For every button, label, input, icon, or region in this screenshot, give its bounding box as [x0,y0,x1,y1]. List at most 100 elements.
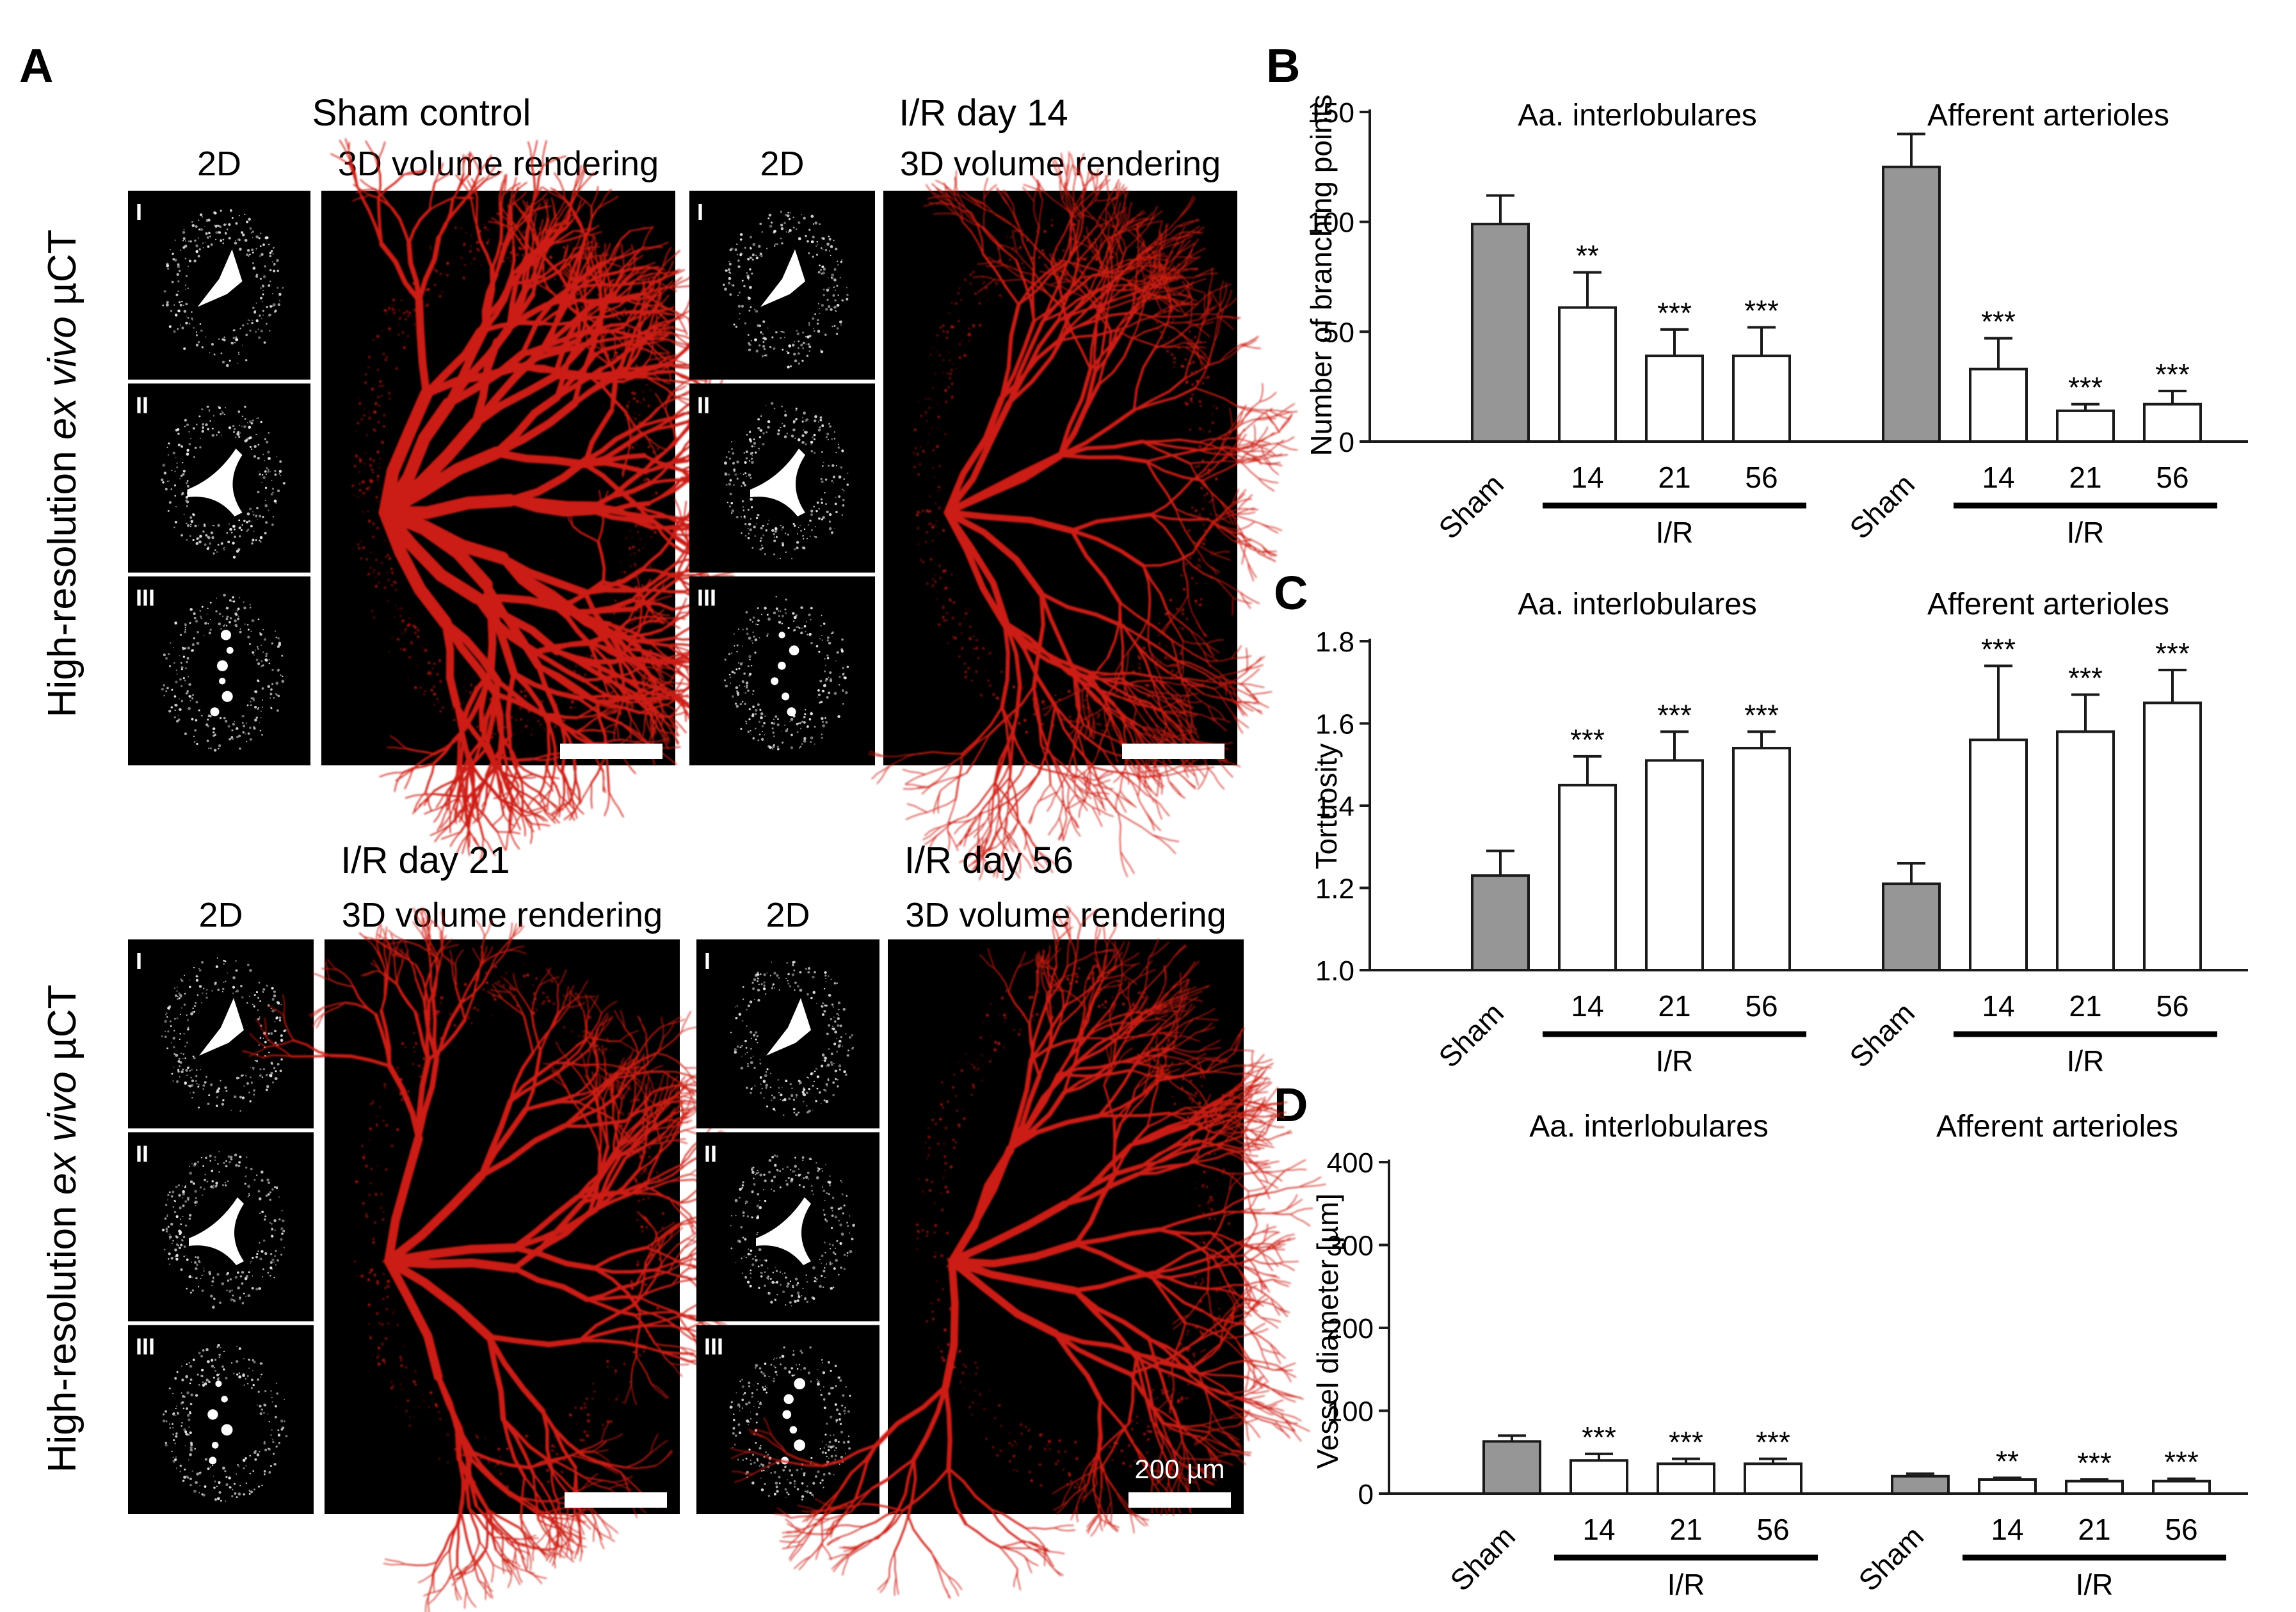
volume-rendering-image [888,939,1244,1514]
bar-ir-day-21 [2056,409,2115,443]
imaging-panel: High-resolution ex vivo µCTHigh-resoluti… [40,92,1326,1612]
slice-label-II: II [136,1140,149,1167]
scale-bar [565,1492,667,1508]
y-tick-label: 300 [1327,1231,1374,1262]
y-axis-label: Vessel diameter [µm] [1311,1193,1344,1469]
chart-tortuosity: 1.0 1.2 1.4 1.6 1.8 Tortuosity Aa. interlobula… [1310,587,2248,1078]
significance-marker: *** [1570,723,1605,756]
column-header-3d: 3D volume rendering [338,145,659,183]
x-tick-label: 14 [1571,989,1603,1023]
group-title: Aa. interlobulares [1529,1110,1769,1144]
x-tick-label-sham: Sham [1432,467,1510,545]
x-tick-label: 21 [1658,989,1690,1023]
bar-ir-day-56 [1744,1462,1802,1495]
bar-ir-day-56 [1732,355,1791,443]
ir-bracket-label: I/R [2076,1568,2114,1601]
significance-marker: *** [1981,633,2016,666]
scale-bar [1122,744,1224,759]
slice-label-I: I [136,948,142,974]
axis-label-part: High-resolution [40,440,84,717]
bar-ir-day-14 [1978,1478,2037,1496]
significance-marker: *** [2068,371,2103,404]
bar-ir-day-14 [1569,1459,1628,1495]
x-tick-label: 14 [1582,1513,1615,1546]
x-tick-label: 14 [1571,461,1603,494]
vessel-tree [241,907,746,1612]
group-title: Aa. interlobulares [1518,99,1757,132]
significance-marker: ** [1996,1444,2019,1478]
vessel-tree [330,138,751,861]
panel-letter-d: D [1274,1078,1308,1131]
axis-label-part: ex vivo [40,1071,84,1195]
y-tick-label: 200 [1327,1313,1374,1345]
ct-slice-image [689,576,875,765]
significance-marker: ** [1576,239,1599,273]
significance-marker: *** [1756,1426,1790,1459]
x-tick-label: 21 [1669,1513,1702,1546]
slice-label-III: III [136,585,155,611]
y-tick-label: 1.0 [1315,955,1354,987]
significance-marker: *** [1669,1426,1703,1459]
column-header-2d: 2D [760,145,804,183]
ct-slice-image [696,1325,879,1514]
slice-label-III: III [704,1334,723,1360]
slice-label-II: II [704,1140,717,1167]
column-header-2d: 2D [198,896,243,934]
column-header-2d: 2D [197,145,241,183]
x-tick-label: 56 [2156,461,2188,494]
chart-vessel-diameter: 0 100 200 300 400 Vessel diameter [µm] Aa. int… [1311,1110,2248,1601]
x-tick-label-sham: Sham [1843,467,1921,545]
y-tick-label: 1.4 [1315,791,1354,822]
scale-bar [560,744,662,759]
bar-ir-day-14 [1558,306,1617,443]
slice-label-III: III [136,1334,155,1360]
axis-label-part: µCT [40,230,84,317]
column-header-2d: 2D [766,896,810,934]
significance-marker: *** [2155,637,2190,670]
y-tick-label: 100 [1308,207,1354,239]
x-tick-label: 21 [2078,1513,2110,1546]
slice-label-II: II [697,392,710,418]
ir-bracket-label: I/R [1656,1044,1694,1078]
bar-ir-day-14 [1969,367,2028,443]
group-title: Aa. interlobulares [1518,587,1757,621]
bar-sham [1471,874,1530,971]
bar-ir-day-21 [2056,730,2115,971]
group-title: I/R day 56 [904,840,1073,881]
y-tick-label: 150 [1308,97,1354,129]
ir-bracket-label: I/R [2067,1044,2105,1078]
y-tick-label: 50 [1323,317,1354,348]
bar-ir-day-21 [1645,759,1704,971]
group-title: I/R day 14 [899,92,1068,134]
ir-bracket-label: I/R [2067,516,2105,549]
bar-ir-day-21 [1645,355,1704,443]
bar-ir-day-56 [1732,747,1791,972]
scale-bar [1128,1492,1231,1508]
significance-marker: *** [1744,294,1779,327]
ir-bracket-label: I/R [1656,516,1694,549]
ir-bracket-label: I/R [1667,1568,1705,1601]
y-tick-label: 1.8 [1315,626,1354,658]
x-tick-label: 56 [1745,461,1778,494]
bar-sham [1891,1474,1950,1495]
group-title: Afferent arterioles [1927,587,2169,621]
y-tick-label: 0 [1339,427,1354,458]
y-axis-label: Tortuosity [1310,744,1343,870]
y-tick-label: 400 [1327,1147,1374,1179]
y-axis-label: Number of branching points [1305,94,1338,456]
bar-ir-day-14 [1969,738,2028,971]
x-tick-label: 56 [1756,1513,1789,1546]
significance-marker: *** [1657,698,1692,731]
column-header-3d: 3D volume rendering [342,896,662,934]
x-tick-label: 14 [1991,1513,2023,1546]
x-tick-label-sham: Sham [1843,996,1921,1074]
group-title: I/R day 21 [341,840,510,881]
bar-ir-day-56 [2152,1480,2211,1495]
x-tick-label: 14 [1982,461,2014,494]
x-tick-label-sham: Sham [1852,1519,1930,1597]
